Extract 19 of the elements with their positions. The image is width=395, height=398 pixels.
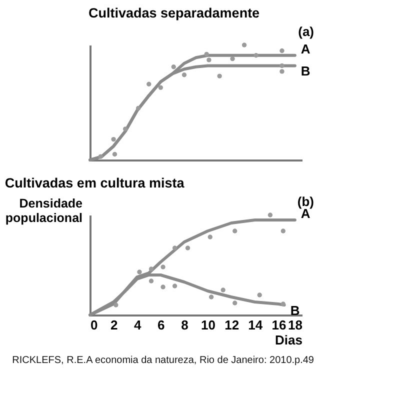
x-tick-label: 12 xyxy=(224,318,240,332)
y-axis-title: Densidade populacional xyxy=(5,196,83,225)
chart-title: Cultivadas em cultura mista xyxy=(4,176,185,190)
x-tick-label: 16 xyxy=(272,318,286,332)
x-tick-label: 4 xyxy=(134,318,142,332)
x-tick-label: 2 xyxy=(110,318,118,332)
series-label: A xyxy=(300,41,311,56)
series-label: B xyxy=(300,64,310,79)
x-tick-label: 0 xyxy=(90,318,98,332)
chart-title: Cultivadas separadamente xyxy=(88,6,260,20)
x-tick-label: 14 xyxy=(248,318,264,332)
x-tick-label: 6 xyxy=(158,318,165,332)
series-label: B xyxy=(290,303,300,318)
text: (a) xyxy=(298,24,314,39)
text: RICKLEFS, R.E.A economia da natureza, Rio de Janeiro: 2010.p.49 xyxy=(12,355,314,366)
x-tick-label: 8 xyxy=(181,318,188,332)
x-tick-label: 10 xyxy=(201,318,216,332)
x-axis-title: Dias xyxy=(275,332,302,348)
x-tick-label: 18 xyxy=(288,318,302,332)
